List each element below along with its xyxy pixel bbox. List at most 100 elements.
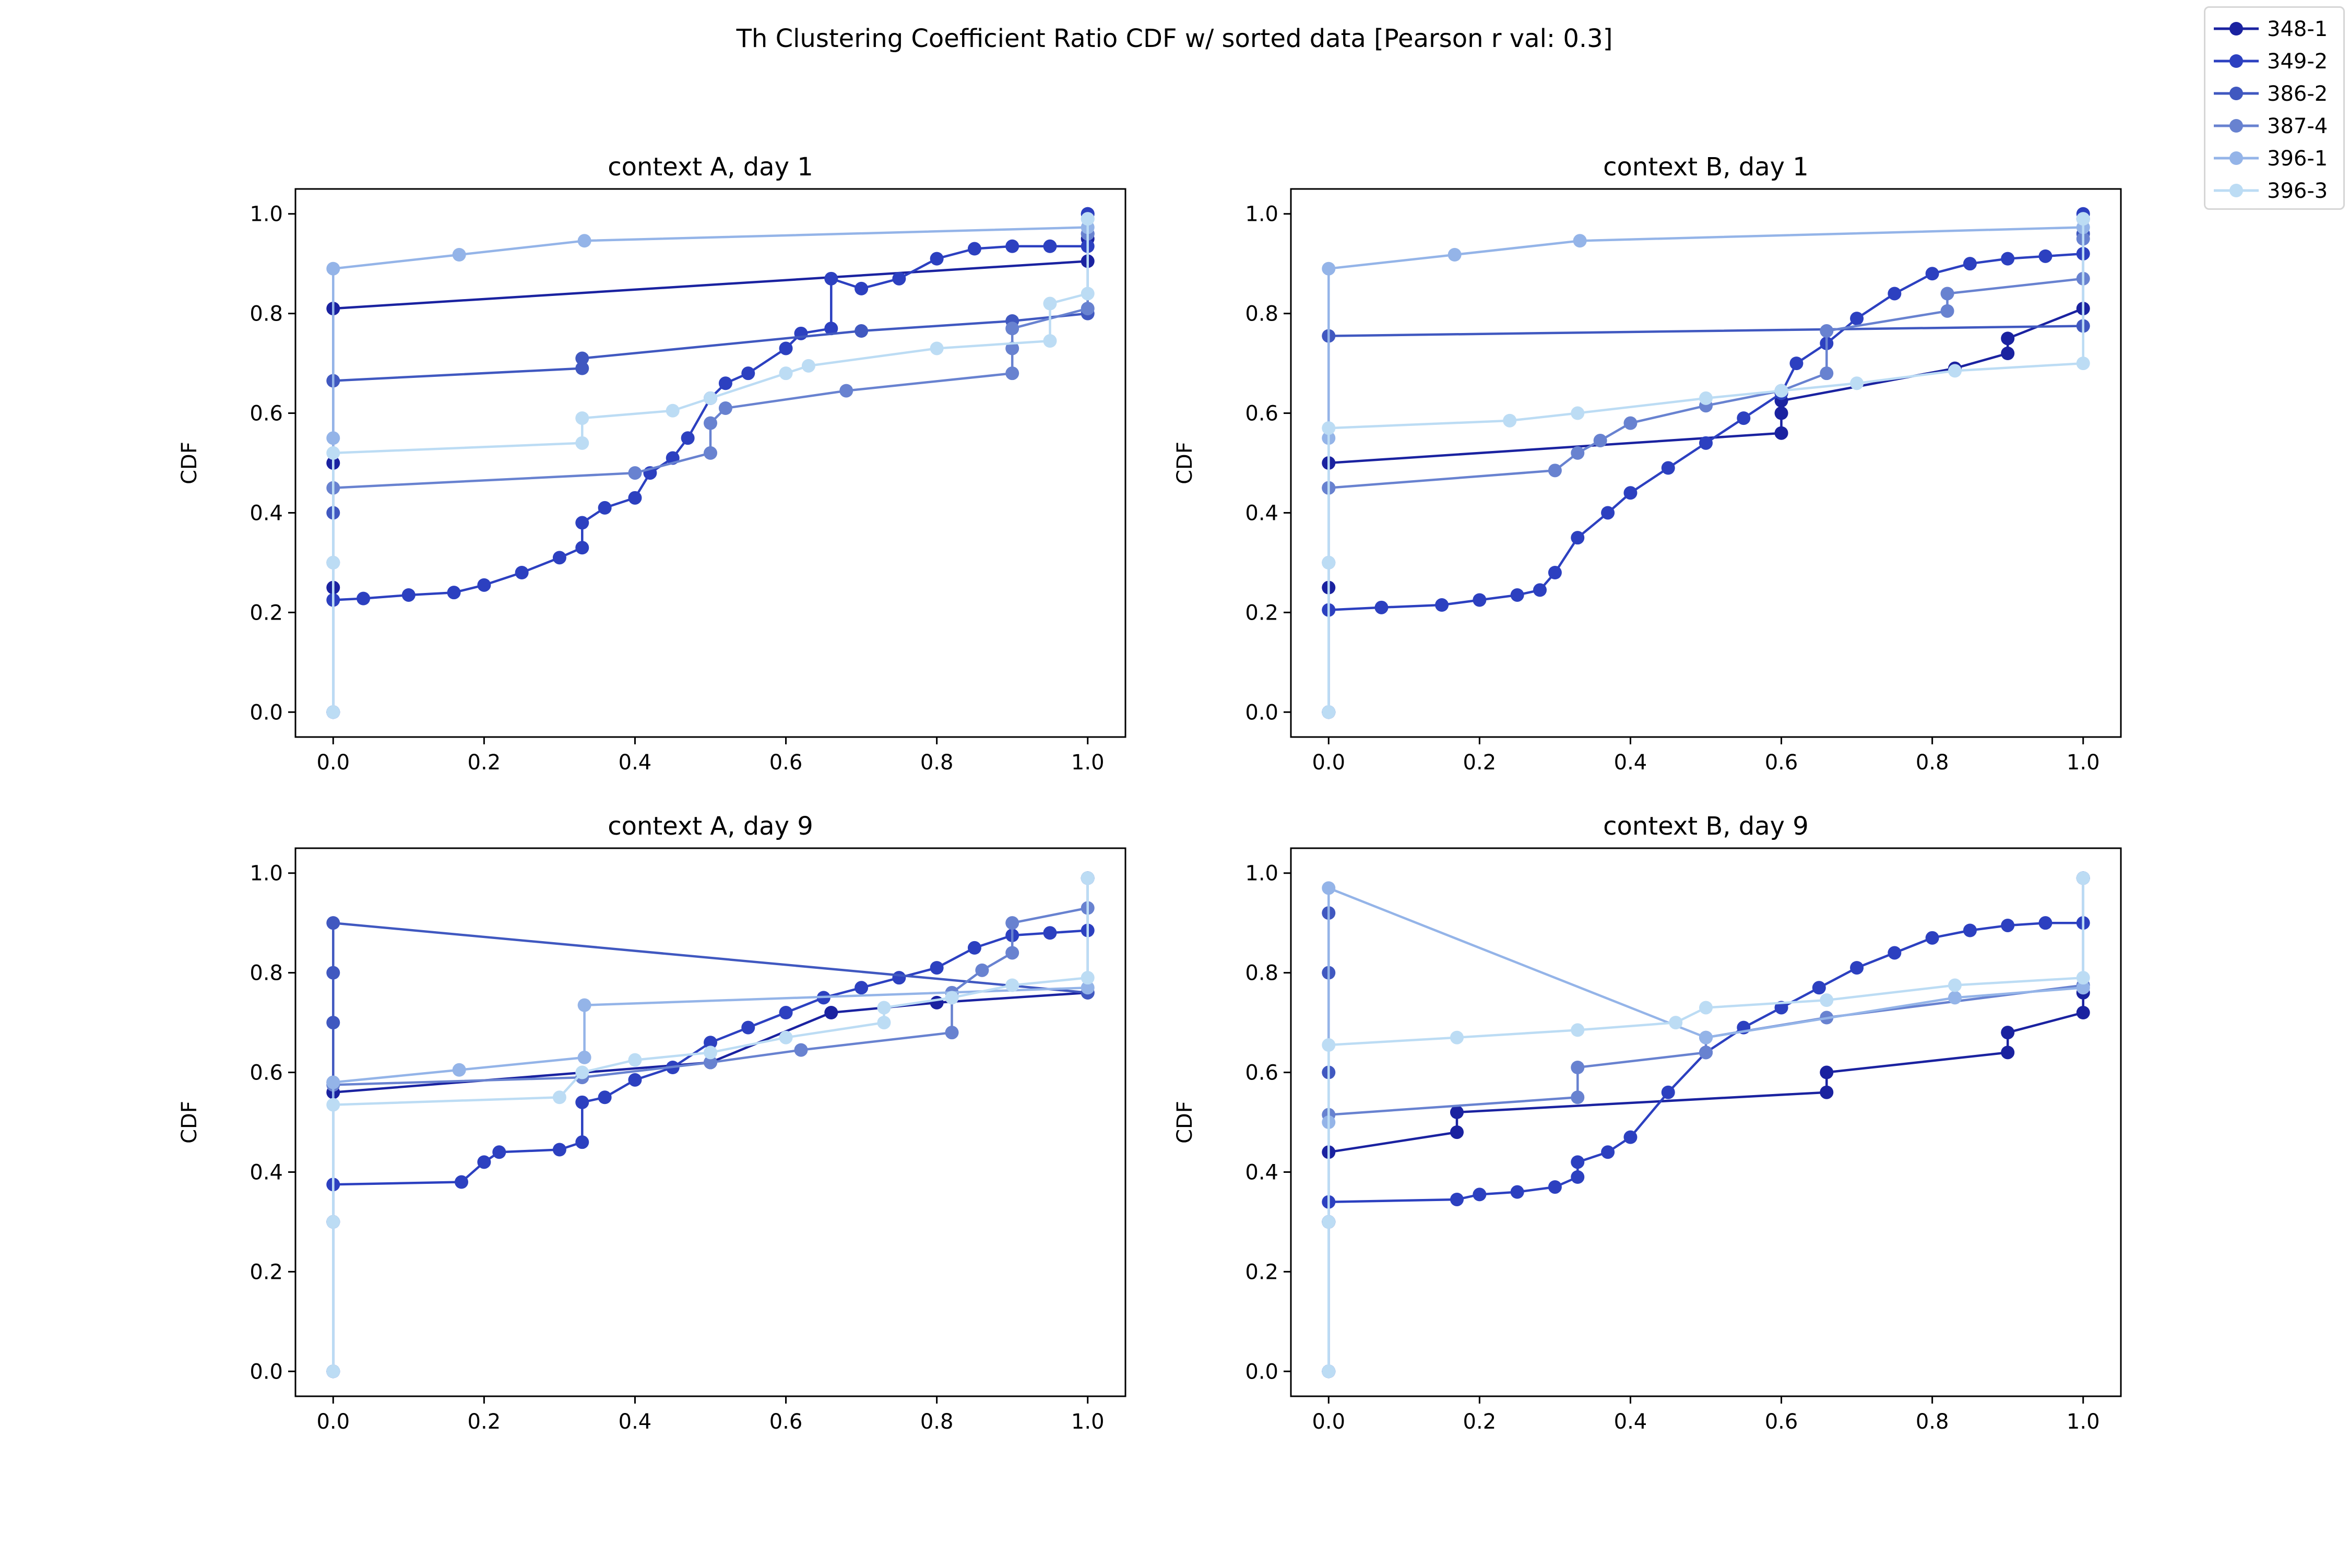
data-point [1601,506,1615,520]
legend-label: 387-4 [2267,114,2328,138]
data-point [855,281,869,295]
data-point [1593,434,1607,448]
subplot-1: context A, day 1 CDF 0.0 0.2 0.4 0.6 0.8 1.0 0.0… [177,152,1126,775]
data-point [1435,598,1449,612]
legend-label: 348-1 [2267,17,2328,41]
data-point [326,966,340,980]
x-tick-label: 0.0 [316,751,350,775]
series-396-3 [1322,212,2090,719]
data-point [1005,239,1019,253]
data-point [628,466,642,480]
data-point [1774,426,1788,440]
y-tick-label: 0.6 [1245,402,1278,426]
data-point [1503,413,1517,427]
data-point [2038,916,2053,930]
data-point [892,271,906,286]
legend-label: 396-3 [2267,179,2328,203]
data-point [1623,486,1638,500]
data-point [704,416,717,430]
subplot-title: context B, day 1 [1603,152,1809,182]
data-point [1571,531,1585,545]
data-point [401,588,416,602]
data-point [455,1175,468,1189]
y-tick-label: 0.4 [250,501,283,525]
data-point [2076,871,2090,885]
data-point [1699,1046,1713,1060]
x-tick-label: 0.4 [1614,1410,1647,1434]
data-point [1533,583,1547,597]
data-point [1510,1185,1524,1199]
data-point [326,916,340,930]
data-point [1850,312,1864,326]
data-point [1450,1105,1464,1119]
data-point [326,1016,340,1030]
x-tick-label: 0.0 [1312,1410,1345,1434]
legend-marker-icon [2214,22,2259,35]
data-point [1005,322,1019,336]
y-tick-label: 1.0 [250,862,283,886]
data-point [741,366,755,381]
y-axis-label: CDF [177,442,201,484]
data-point [2001,1046,2015,1060]
data-point [681,431,695,445]
data-point [855,324,869,338]
axes-frame [1290,847,2122,1397]
y-tick-label: 0.4 [1245,501,1278,525]
legend-marker-icon [2214,119,2259,133]
y-tick-label: 0.2 [250,601,283,625]
data-point [1925,931,1939,945]
legend: 348-1 349-2 386-2 387-4 396-1 396-3 [2204,6,2345,210]
data-point [1473,593,1487,607]
data-point [628,1073,642,1087]
data-point [1322,1364,1336,1379]
data-point [2038,249,2053,263]
data-point [1081,302,1095,316]
x-tick-label: 0.8 [1916,1410,1949,1434]
data-point [326,431,340,445]
series-396-3 [326,871,1095,1379]
data-point [1948,991,1962,1005]
data-point [975,963,989,977]
x-tick-label: 0.4 [619,751,652,775]
data-point [892,971,906,985]
data-point [1322,1038,1336,1052]
data-point [1888,287,1902,301]
data-point [515,566,529,579]
data-point [2076,971,2090,985]
subplot-title: context A, day 1 [608,152,813,182]
data-point [839,384,853,398]
data-point [477,1155,491,1169]
data-point [1774,384,1788,398]
data-point [824,1006,838,1019]
data-point [1812,981,1826,995]
data-point [2001,918,2015,932]
plot-area [326,207,1095,719]
data-point [945,991,959,1005]
y-tick-label: 0.6 [1245,1061,1278,1085]
legend-entry: 387-4 [2205,110,2341,141]
data-point [575,1135,589,1149]
data-point [447,586,461,600]
data-point [1623,416,1638,430]
data-point [575,1095,589,1109]
data-point [704,446,717,460]
data-point [1940,287,1954,301]
legend-marker-icon [2214,151,2259,165]
data-point [575,351,589,365]
data-point [326,1364,340,1379]
x-tick-label: 1.0 [2067,751,2100,775]
data-point [855,981,869,995]
x-tick-label: 1.0 [1071,751,1105,775]
series-line [332,878,1089,1372]
legend-entry: 396-3 [2205,175,2341,206]
data-point [1043,296,1057,311]
x-tick-label: 0.2 [1463,751,1497,775]
data-point [718,376,732,390]
data-point [1948,978,1962,992]
y-tick-label: 0.8 [250,961,283,985]
data-point [1548,566,1562,579]
data-point [577,998,591,1012]
data-point [1322,262,1336,276]
data-point [2001,331,2015,346]
